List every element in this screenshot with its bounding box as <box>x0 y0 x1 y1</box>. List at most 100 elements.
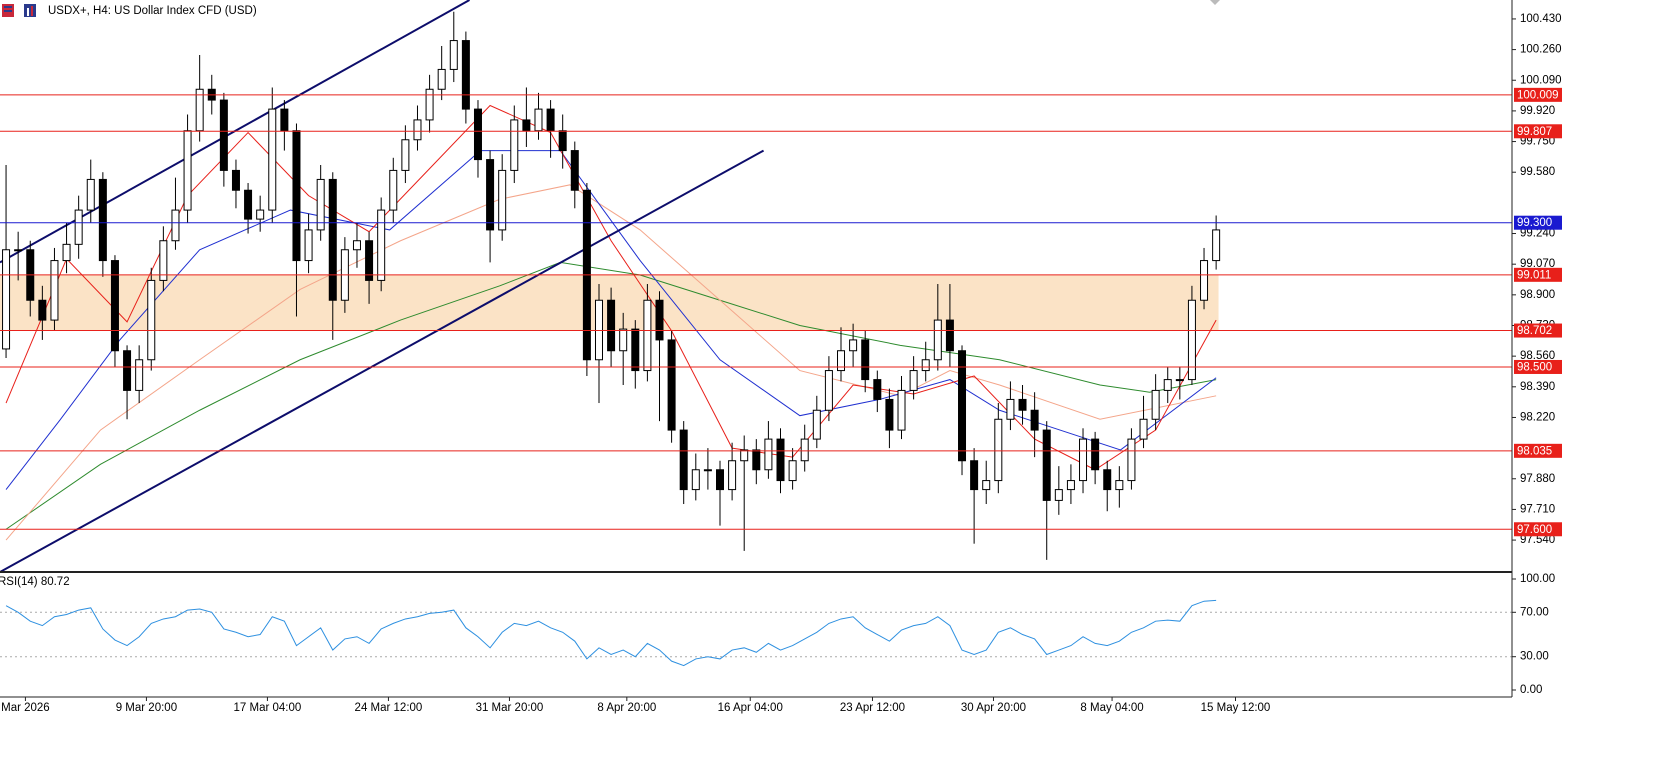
y-tick-label: 98.900 <box>1520 289 1555 301</box>
candle-body <box>812 409 821 440</box>
candle-body <box>776 438 785 482</box>
candle-body <box>522 119 531 132</box>
candle-body <box>256 209 265 220</box>
level-label: 99.300 <box>1517 217 1552 229</box>
candle-body <box>716 469 724 491</box>
candle-body <box>740 449 749 462</box>
y-tick-label: 97.710 <box>1520 503 1555 515</box>
candle-body <box>14 249 23 252</box>
candle-body <box>631 328 640 372</box>
candle-body <box>1127 438 1136 482</box>
level-label: 99.011 <box>1517 269 1551 281</box>
candle-body <box>1163 379 1172 391</box>
candle-body <box>849 339 858 352</box>
x-tick-label: 9 Mar 20:00 <box>116 702 177 714</box>
candle-body <box>667 339 676 431</box>
candle-body <box>123 350 132 391</box>
candle-body <box>377 209 386 281</box>
icon <box>24 4 36 17</box>
x-tick-label: 31 Mar 20:00 <box>476 702 544 714</box>
candle-body <box>2 249 11 350</box>
y-tick-label: 100.090 <box>1520 74 1562 86</box>
level-label: 98.035 <box>1517 445 1552 457</box>
level-label: 98.702 <box>1517 325 1552 337</box>
candle-body <box>316 178 325 231</box>
candle-body <box>933 319 942 361</box>
candle-body <box>1200 260 1209 301</box>
candle-body <box>510 119 519 171</box>
candle-body <box>38 299 47 321</box>
candle-body <box>958 350 967 462</box>
candle-body <box>1091 438 1100 471</box>
candle-body <box>437 68 446 90</box>
x-tick-label: 30 Apr 20:00 <box>961 702 1026 714</box>
candle-body <box>1018 398 1027 411</box>
candle-body <box>558 130 567 152</box>
candle-body <box>147 279 156 361</box>
candle-body <box>1151 389 1160 420</box>
level-label-box <box>1514 323 1562 338</box>
x-tick-label: 8 Apr 20:00 <box>597 702 656 714</box>
x-tick-label: 8 May 04:00 <box>1080 702 1143 714</box>
moving-average <box>5 184 1217 541</box>
candle-body <box>1066 480 1075 491</box>
candle-body <box>728 460 737 491</box>
candle-body <box>837 350 846 372</box>
candle-body <box>98 178 107 262</box>
level-label-box <box>1514 267 1562 282</box>
y-tick-label: 100.260 <box>1520 44 1562 56</box>
scroll-marker <box>1210 0 1220 5</box>
candle-body <box>401 139 410 171</box>
candle-body <box>1139 418 1148 440</box>
candle-body <box>800 438 809 462</box>
moving-average <box>5 150 1217 490</box>
y-tick-label: 99.920 <box>1520 105 1555 117</box>
candle-body <box>219 99 228 171</box>
candle-body <box>365 240 374 281</box>
candle-body <box>195 88 204 132</box>
candle-body <box>86 178 95 211</box>
icon <box>4 6 12 8</box>
candle-body <box>788 460 797 482</box>
rsi-y-tick-label: 70.00 <box>1520 606 1549 618</box>
candle-body <box>752 449 761 471</box>
candle-body <box>473 108 482 161</box>
candle-body <box>594 299 603 361</box>
candle-body <box>546 108 555 132</box>
y-tick-label: 99.750 <box>1520 136 1555 148</box>
candle-body <box>691 469 700 491</box>
candle-body <box>570 150 579 191</box>
rsi-line <box>5 599 1217 667</box>
icon <box>4 10 12 12</box>
candle-body <box>135 359 144 391</box>
moving-average <box>5 104 1217 471</box>
chart-title: USDX+, H4: US Dollar Index CFD (USD) <box>48 5 257 17</box>
y-tick-label: 98.220 <box>1520 411 1555 423</box>
candle-body <box>389 169 398 211</box>
candle-body <box>328 178 337 301</box>
candle-body <box>873 379 882 400</box>
icon <box>31 6 33 16</box>
y-tick-label: 97.880 <box>1520 473 1555 485</box>
candle-body <box>1030 409 1039 431</box>
candle-body <box>824 370 833 411</box>
level-label-box <box>1514 522 1562 537</box>
candle-body <box>304 229 313 262</box>
candle-body <box>945 319 954 352</box>
trendline <box>0 149 765 573</box>
rsi-title: RSI(14) 80.72 <box>0 576 70 588</box>
candle-body <box>171 209 180 242</box>
candle-body <box>982 480 991 491</box>
candle-body <box>1175 379 1184 382</box>
level-label-box <box>1514 87 1562 102</box>
candle-body <box>764 438 773 471</box>
candle-body <box>1115 480 1124 491</box>
candle-body <box>607 299 616 352</box>
candle-body <box>268 108 277 211</box>
candle-body <box>486 159 495 231</box>
x-tick-label: 15 May 12:00 <box>1201 702 1271 714</box>
level-label-box <box>1514 359 1562 374</box>
candle-body <box>909 370 918 391</box>
